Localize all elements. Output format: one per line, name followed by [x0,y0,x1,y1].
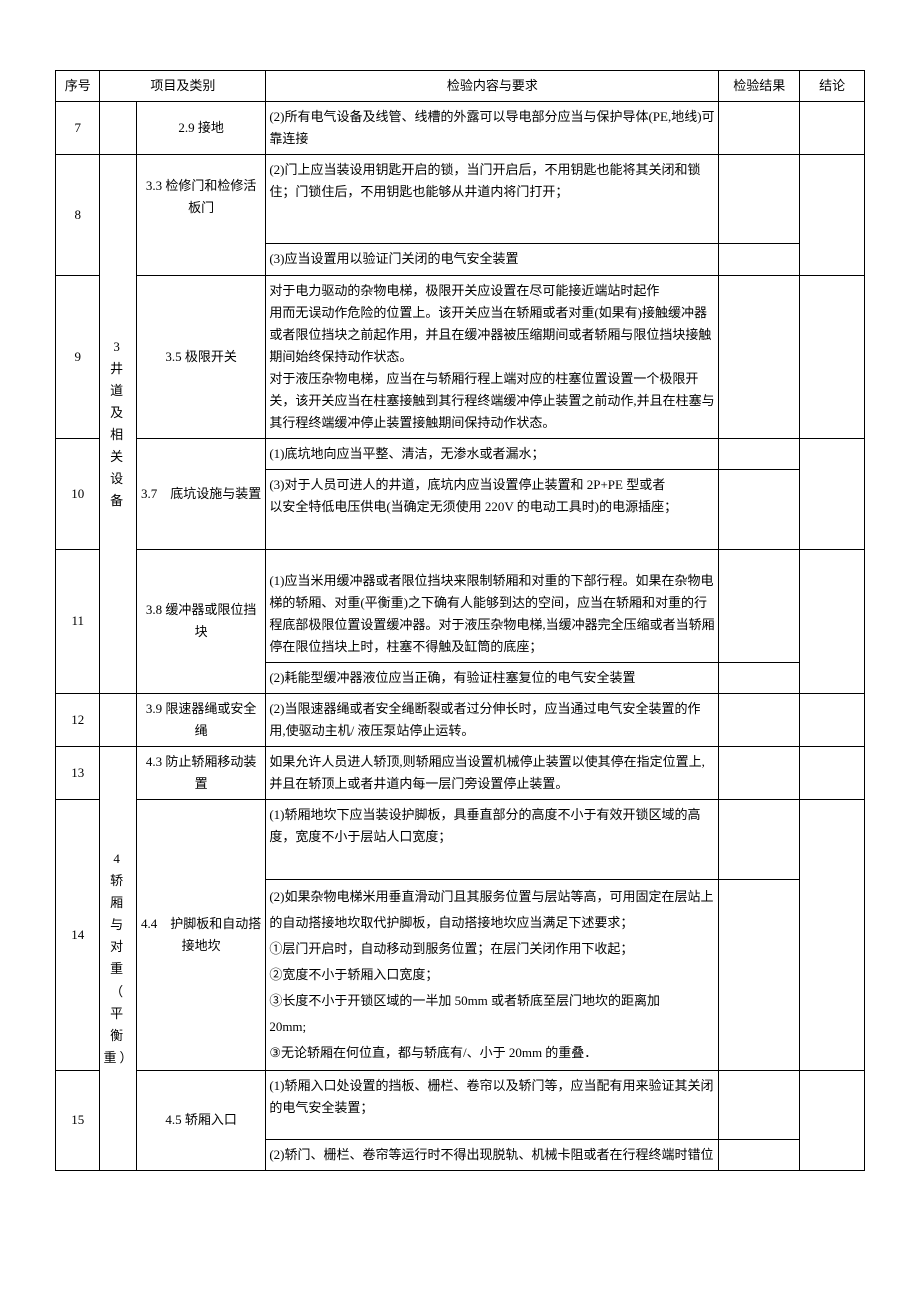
result-11-2 [719,662,800,693]
concl-7 [800,102,865,155]
seq-12: 12 [56,693,100,746]
content-13-1: 如果允许人员进人轿顶,则轿厢应当设置机械停止装置以使其停在指定位置上,并且在轿顶… [266,747,719,800]
table-row: 7 2.9 接地 (2)所有电气设备及线管、线槽的外露可以导电部分应当与保护导体… [56,102,865,155]
seq-14: 14 [56,800,100,1070]
table-row: 14 4.4 护脚板和自动搭接地坎 (1)轿厢地坎下应当装设护脚板，具垂直部分的… [56,800,865,879]
cat-10: 3.7 底坑设施与装置 [136,439,265,549]
concl-11 [800,549,865,693]
content-10-1: (1)底坑地向应当平整、清洁，无渗水或者漏水； [266,439,719,470]
content-11-1: (1)应当米用缓冲器或者限位挡块来限制轿厢和对重的下部行程。如果在杂物电梯的轿厢… [266,549,719,662]
seq-11: 11 [56,549,100,693]
content-8-2: (3)应当设置用以验证门关闭的电气安全装置 [266,244,719,275]
concl-15 [800,1070,865,1170]
seq-15: 15 [56,1070,100,1170]
content-14-2: (2)如果杂物电梯米用垂直滑动门且其服务位置与层站等高，可用固定在层站上的自动搭… [266,879,719,1070]
group-4: 4 轿 厢 与 对重 （ 平 衡重） [100,747,136,1171]
table-row: 15 4.5 轿厢入口 (1)轿厢入口处设置的挡板、栅栏、卷帘以及轿门等，应当配… [56,1070,865,1139]
table-header-row: 序号 项目及类别 检验内容与要求 检验结果 结论 [56,71,865,102]
seq-13: 13 [56,747,100,800]
cat-blank-7 [100,102,136,155]
content-10-2: (3)对于人员可进人的井道，底坑内应当设置停止装置和 2P+PE 型或者以安全特… [266,470,719,549]
cat-13: 4.3 防止轿厢移动装置 [136,747,265,800]
seq-8: 8 [56,155,100,275]
table-row: 12 3.9 限速器绳或安全绳 (2)当限速器绳或者安全绳断裂或者过分伸长时，应… [56,693,865,746]
content-14-1: (1)轿厢地坎下应当装设护脚板，具垂直部分的高度不小于有效开锁区域的高度，宽度不… [266,800,719,879]
cat-blank-12 [100,693,136,746]
hdr-result: 检验结果 [719,71,800,102]
table-row: 8 3 井 道 及 相 关 设备 3.3 检修门和检修活板门 (2)门上应当装设… [56,155,865,244]
seq-7: 7 [56,102,100,155]
result-15-2 [719,1139,800,1170]
table-row: 13 4 轿 厢 与 对重 （ 平 衡重） 4.3 防止轿厢移动装置 如果允许人… [56,747,865,800]
content-9-1: 对于电力驱动的杂物电梯，极限开关应设置在尽可能接近端站时起作用而无误动作危险的位… [266,275,719,439]
concl-12 [800,693,865,746]
seq-10: 10 [56,439,100,549]
content-15-1: (1)轿厢入口处设置的挡板、栅栏、卷帘以及轿门等，应当配有用来验证其关闭的电气安… [266,1070,719,1139]
content-15-2: (2)轿门、栅栏、卷帘等运行时不得出现脱轨、机械卡阻或者在行程终端时错位 [266,1139,719,1170]
result-9-1 [719,275,800,439]
cat-11: 3.8 缓冲器或限位挡块 [136,549,265,693]
seq-9: 9 [56,275,100,439]
hdr-conclusion: 结论 [800,71,865,102]
result-15-1 [719,1070,800,1139]
content-7-1: (2)所有电气设备及线管、线槽的外露可以导电部分应当与保护导体(PE,地线)可靠… [266,102,719,155]
result-14-1 [719,800,800,879]
cat-14: 4.4 护脚板和自动搭接地坎 [136,800,265,1070]
content-8-1: (2)门上应当装设用钥匙开启的锁，当门开启后，不用钥匙也能将其关闭和锁住；门锁住… [266,155,719,244]
cat-12: 3.9 限速器绳或安全绳 [136,693,265,746]
concl-9 [800,275,865,439]
result-10-1 [719,439,800,470]
concl-14 [800,800,865,1070]
cat-15: 4.5 轿厢入口 [136,1070,265,1170]
cat-8: 3.3 检修门和检修活板门 [136,155,265,275]
result-13-1 [719,747,800,800]
hdr-seq: 序号 [56,71,100,102]
inspection-table: 序号 项目及类别 检验内容与要求 检验结果 结论 7 2.9 接地 (2)所有电… [55,70,865,1171]
table-row: 10 3.7 底坑设施与装置 (1)底坑地向应当平整、清洁，无渗水或者漏水； [56,439,865,470]
concl-10 [800,439,865,549]
result-12-1 [719,693,800,746]
group-3: 3 井 道 及 相 关 设备 [100,155,136,694]
cat-9: 3.5 极限开关 [136,275,265,439]
content-11-2: (2)耗能型缓冲器液位应当正确，有验证柱塞复位的电气安全装置 [266,662,719,693]
hdr-category: 项目及类别 [100,71,266,102]
content-12-1: (2)当限速器绳或者安全绳断裂或者过分伸长时，应当通过电气安全装置的作用,使驱动… [266,693,719,746]
result-7-1 [719,102,800,155]
cat-7: 2.9 接地 [136,102,265,155]
table-row: 9 3.5 极限开关 对于电力驱动的杂物电梯，极限开关应设置在尽可能接近端站时起… [56,275,865,439]
concl-13 [800,747,865,800]
result-10-2 [719,470,800,549]
table-row: 11 3.8 缓冲器或限位挡块 (1)应当米用缓冲器或者限位挡块来限制轿厢和对重… [56,549,865,662]
result-8-1 [719,155,800,244]
concl-8 [800,155,865,275]
result-14-2 [719,879,800,1070]
result-8-2 [719,244,800,275]
hdr-content: 检验内容与要求 [266,71,719,102]
result-11-1 [719,549,800,662]
